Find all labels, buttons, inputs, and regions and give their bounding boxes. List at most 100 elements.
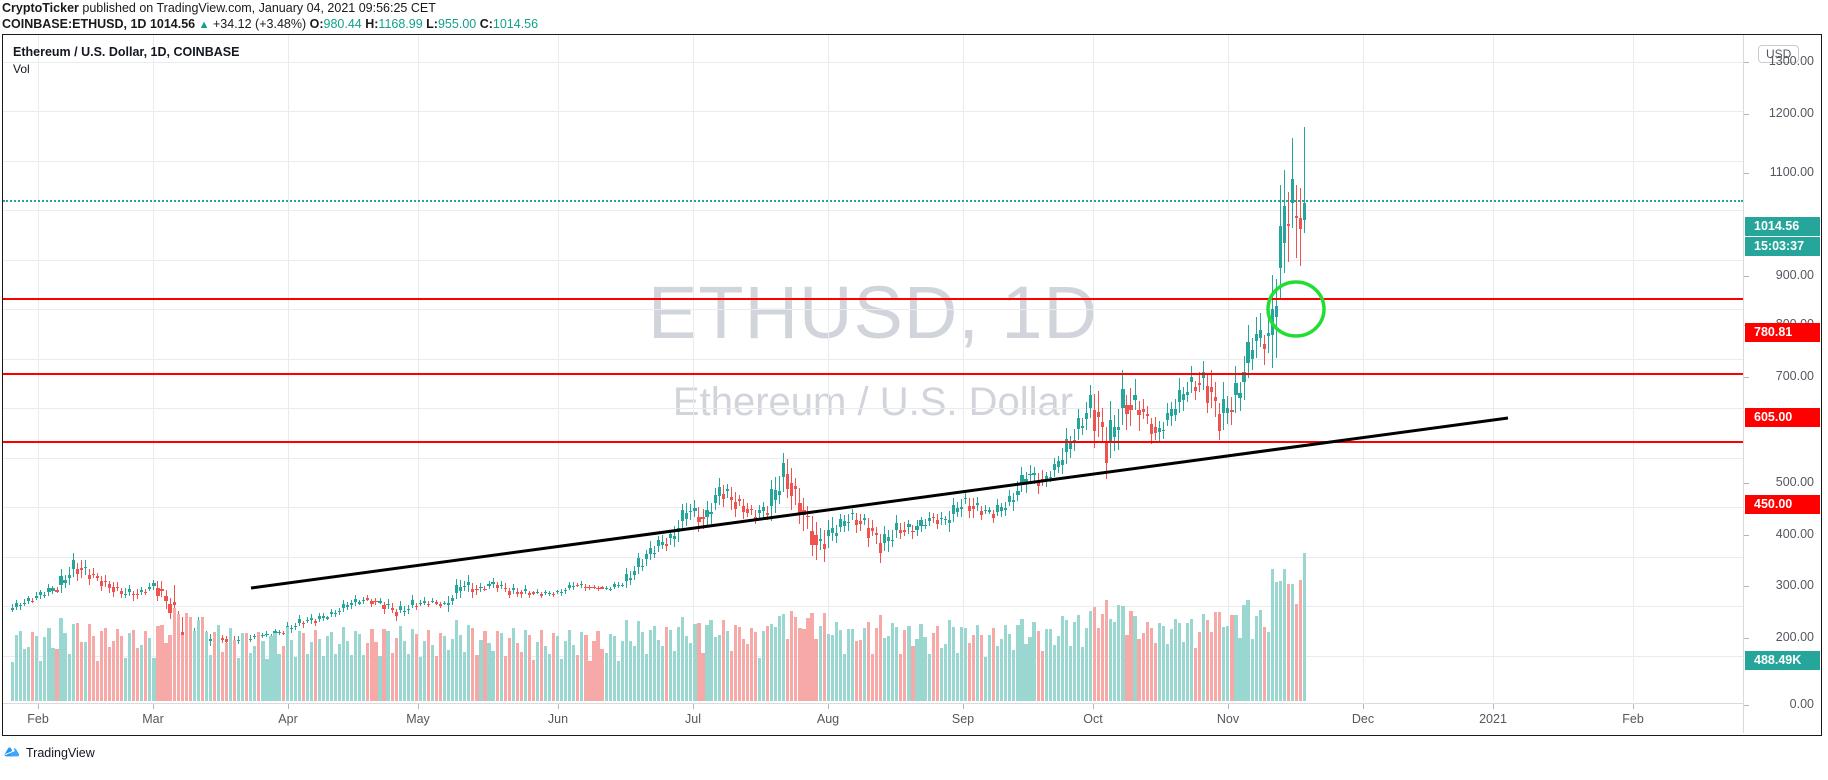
- candle-body: [798, 502, 802, 515]
- candle-wick: [1041, 470, 1043, 487]
- candle-body: [1189, 376, 1194, 382]
- volume-bar: [1238, 638, 1242, 701]
- volume-bar: [414, 633, 418, 701]
- volume-bar: [842, 653, 846, 701]
- volume-bar: [1202, 613, 1206, 701]
- price-axis-badge[interactable]: 605.00: [1745, 408, 1820, 427]
- volume-bar: [939, 647, 943, 701]
- volume-bar: [35, 636, 39, 701]
- candle-body: [697, 517, 701, 523]
- gridline-horizontal: [3, 606, 1743, 608]
- candle-wick: [44, 591, 46, 599]
- resistance-line-450[interactable]: [3, 441, 1743, 444]
- candle-body: [733, 501, 737, 509]
- candle-body: [160, 588, 164, 591]
- candle-body: [1004, 508, 1008, 510]
- price-tick-label: 400.00: [1775, 527, 1814, 541]
- candle-body: [1278, 225, 1282, 268]
- volume-bar: [1258, 610, 1262, 701]
- price-axis-badge[interactable]: 780.81: [1745, 323, 1820, 342]
- candle-body: [931, 516, 935, 519]
- volume-bar: [628, 640, 632, 701]
- time-axis[interactable]: Feb Mar Apr May Jun Jul Aug Sep Oct Nov Dec 2021 Feb: [3, 703, 1743, 735]
- chart-plot-area[interactable]: ETHUSD, 1D Ethereum / U.S. Dollar Ethere…: [3, 35, 1743, 733]
- low-label: L:: [426, 17, 438, 31]
- candle-body: [560, 592, 564, 594]
- volume-bar: [136, 648, 140, 701]
- candle-body: [547, 593, 552, 595]
- tradingview-logo-icon: [4, 747, 20, 757]
- candle-body: [850, 513, 854, 515]
- time-tick-label: Feb: [1622, 712, 1644, 726]
- volume-bar: [1165, 643, 1169, 701]
- volume-bar: [657, 639, 661, 701]
- volume-bar: [903, 630, 907, 701]
- candle-body: [67, 575, 71, 579]
- volume-bar: [685, 635, 689, 701]
- change-value: +34.12 (+3.48%): [213, 17, 307, 31]
- price-tick-label: 700.00: [1775, 369, 1814, 383]
- resistance-line-605[interactable]: [3, 373, 1743, 376]
- candle-wick: [795, 478, 797, 505]
- price-axis-badge[interactable]: 1014.56: [1745, 217, 1820, 236]
- candle-body: [883, 533, 887, 543]
- volume-bar: [652, 626, 657, 701]
- volume-bar: [879, 615, 883, 701]
- candle-body: [269, 635, 273, 637]
- volume-bar: [1105, 600, 1109, 701]
- currency-chip[interactable]: USD: [1758, 45, 1800, 63]
- price-axis-badge[interactable]: 15:03:37: [1745, 237, 1820, 256]
- volume-bar: [766, 625, 770, 701]
- volume-bar: [572, 644, 576, 701]
- price-axis[interactable]: USD 1300.001200.001100.00900.00800.00700…: [1743, 35, 1820, 733]
- price-axis-badge[interactable]: 488.49K: [1745, 651, 1820, 670]
- candle-body: [689, 510, 693, 513]
- volume-bar: [616, 660, 620, 701]
- volume-bar: [1153, 643, 1157, 701]
- volume-bar: [172, 608, 176, 701]
- volume-bar: [1097, 628, 1101, 701]
- candle-wick: [1033, 466, 1035, 485]
- candle-body: [891, 539, 895, 541]
- volume-bar: [866, 621, 871, 701]
- candle-body: [652, 552, 657, 554]
- volume-bar: [862, 627, 867, 701]
- candle-body: [1012, 499, 1016, 503]
- candle-body: [963, 497, 968, 500]
- volume-bar: [1068, 645, 1072, 701]
- volume-bar: [358, 634, 362, 701]
- gridline-horizontal: [3, 259, 1743, 261]
- price-axis-badge[interactable]: 450.00: [1745, 495, 1820, 514]
- candle-body: [1101, 422, 1105, 428]
- volume-bar: [1266, 631, 1270, 701]
- candle-body: [588, 586, 592, 588]
- volume-bar: [430, 644, 435, 701]
- candle-body: [677, 528, 681, 533]
- volume-bar: [1000, 639, 1004, 701]
- candle-body: [144, 591, 148, 593]
- candle-body: [386, 603, 390, 606]
- volume-bar: [289, 640, 293, 701]
- candle-body: [927, 517, 931, 521]
- volume-bar: [293, 657, 297, 701]
- volume-bar: [1250, 639, 1254, 701]
- candle-body: [47, 588, 51, 592]
- time-tick-mark: [558, 704, 559, 709]
- candle-wick: [1296, 184, 1298, 258]
- volume-bar: [208, 654, 213, 701]
- volume-bar: [883, 637, 887, 701]
- volume-bar: [749, 628, 754, 701]
- volume-bar: [1040, 650, 1044, 701]
- volume-bar: [919, 624, 923, 701]
- candle-body: [580, 583, 584, 586]
- candle-body: [786, 473, 790, 490]
- candle-body: [1173, 409, 1177, 415]
- candle-body: [943, 519, 947, 521]
- volume-bar: [124, 658, 128, 701]
- candle-body: [984, 509, 988, 511]
- candle-body: [1153, 426, 1157, 433]
- price-tick-label: 300.00: [1775, 578, 1814, 592]
- resistance-line-780[interactable]: [3, 298, 1743, 301]
- candle-body: [91, 573, 95, 575]
- volume-bar: [967, 642, 972, 701]
